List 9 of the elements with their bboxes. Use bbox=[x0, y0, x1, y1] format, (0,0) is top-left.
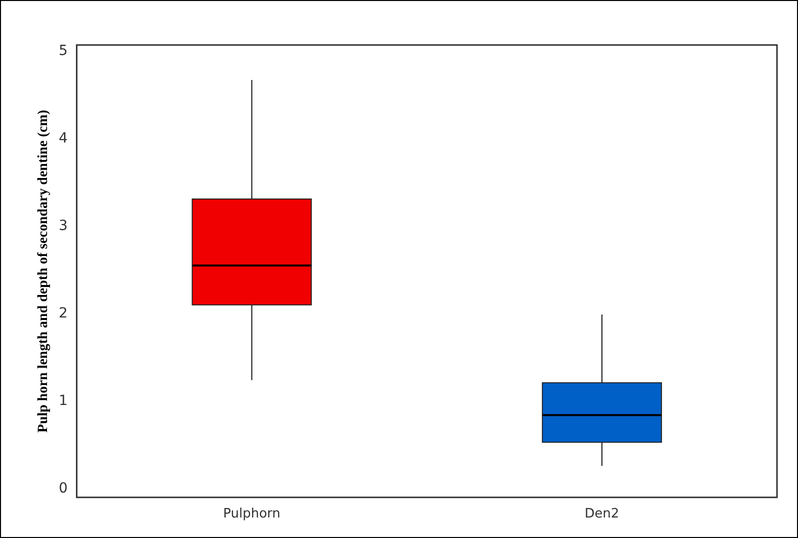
y-tick-label: 1 bbox=[58, 392, 68, 409]
y-tick-label: 3 bbox=[58, 218, 68, 234]
y-tick-label: 0 bbox=[58, 480, 68, 496]
y-tick-label: 5 bbox=[58, 42, 68, 59]
y-axis-title: Pulp horn length and depth of secondary dentine (cm) bbox=[36, 109, 52, 433]
x-tick-label: Den2 bbox=[584, 506, 620, 522]
x-tick-label: Pulphorn bbox=[223, 506, 280, 522]
y-tick-label: 2 bbox=[58, 305, 68, 322]
y-tick-label: 4 bbox=[58, 130, 68, 146]
